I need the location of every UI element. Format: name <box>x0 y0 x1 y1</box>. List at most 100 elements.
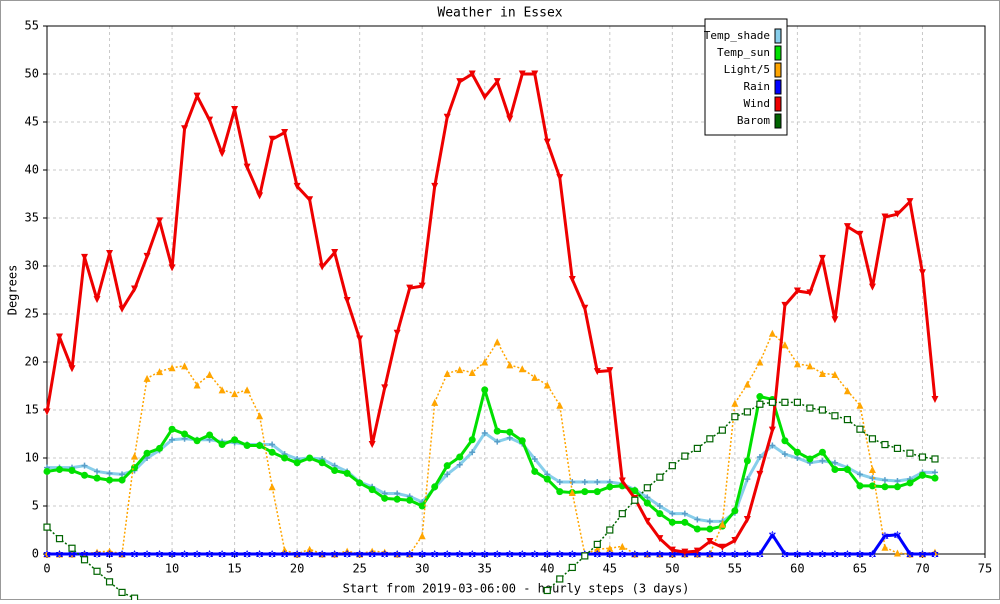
marker <box>168 425 176 433</box>
marker <box>543 475 551 483</box>
marker <box>268 448 276 456</box>
marker <box>81 462 88 469</box>
marker <box>531 550 539 558</box>
marker <box>56 466 64 474</box>
marker <box>594 479 601 485</box>
marker <box>793 398 802 406</box>
marker <box>831 459 838 466</box>
marker <box>444 471 451 478</box>
marker <box>493 550 501 558</box>
marker <box>318 263 326 271</box>
marker <box>831 316 839 324</box>
marker <box>43 408 51 416</box>
y-tick-label: 0 <box>32 547 39 561</box>
marker <box>206 431 214 439</box>
marker <box>606 544 614 552</box>
marker <box>231 390 239 398</box>
marker <box>168 550 176 558</box>
marker <box>106 476 114 484</box>
marker <box>231 550 239 558</box>
marker <box>468 70 476 78</box>
legend-label: Temp_shade <box>704 29 770 42</box>
marker <box>606 550 614 558</box>
marker <box>706 525 714 533</box>
marker <box>268 135 276 143</box>
marker <box>181 430 189 438</box>
marker <box>768 530 776 539</box>
marker <box>368 441 376 449</box>
marker <box>781 451 788 458</box>
marker <box>81 550 89 558</box>
marker <box>43 467 51 475</box>
marker <box>793 448 801 456</box>
marker <box>43 523 51 531</box>
marker <box>331 466 339 474</box>
marker <box>568 275 576 283</box>
marker <box>331 550 339 558</box>
marker <box>656 473 664 481</box>
marker <box>768 426 776 434</box>
marker <box>793 360 801 368</box>
marker <box>418 282 426 290</box>
marker <box>431 398 439 406</box>
marker <box>493 78 501 86</box>
marker <box>506 550 514 558</box>
marker <box>93 550 101 558</box>
marker <box>93 474 101 482</box>
legend-label: Wind <box>744 97 771 110</box>
marker <box>318 459 326 467</box>
marker <box>231 106 239 114</box>
marker <box>443 113 451 121</box>
x-tick-label: 10 <box>165 562 179 576</box>
marker <box>893 530 901 539</box>
y-tick-label: 20 <box>25 355 39 369</box>
marker <box>93 296 101 304</box>
marker <box>306 545 314 553</box>
marker <box>55 535 64 543</box>
marker <box>643 484 651 492</box>
marker <box>906 479 914 487</box>
legend-label: Barom <box>737 114 770 127</box>
marker <box>868 466 876 474</box>
marker <box>843 550 851 558</box>
x-tick-label: 75 <box>978 562 992 576</box>
marker <box>818 370 826 378</box>
marker <box>756 393 764 401</box>
marker <box>431 550 439 558</box>
x-tick-label: 35 <box>478 562 492 576</box>
marker <box>81 253 89 261</box>
marker <box>818 406 827 414</box>
marker <box>868 482 876 490</box>
marker <box>356 550 364 558</box>
marker <box>406 496 414 504</box>
marker <box>556 479 563 485</box>
marker <box>418 502 426 510</box>
marker <box>918 471 926 479</box>
marker <box>543 586 551 595</box>
marker <box>768 329 776 337</box>
marker <box>906 449 914 457</box>
marker <box>556 550 564 558</box>
marker <box>931 550 939 558</box>
marker <box>581 479 588 485</box>
marker <box>718 426 726 434</box>
marker <box>643 517 651 525</box>
marker <box>593 550 601 558</box>
y-tick-label: 35 <box>25 211 39 225</box>
marker <box>181 362 189 370</box>
marker <box>843 223 851 231</box>
marker <box>106 470 113 477</box>
marker <box>568 489 576 497</box>
marker <box>418 550 426 558</box>
marker <box>781 301 789 309</box>
marker <box>656 503 663 509</box>
marker <box>668 518 676 526</box>
marker <box>893 483 901 491</box>
marker <box>68 544 76 552</box>
marker <box>431 483 439 491</box>
marker <box>193 92 201 100</box>
marker <box>706 435 714 443</box>
marker <box>418 532 426 540</box>
